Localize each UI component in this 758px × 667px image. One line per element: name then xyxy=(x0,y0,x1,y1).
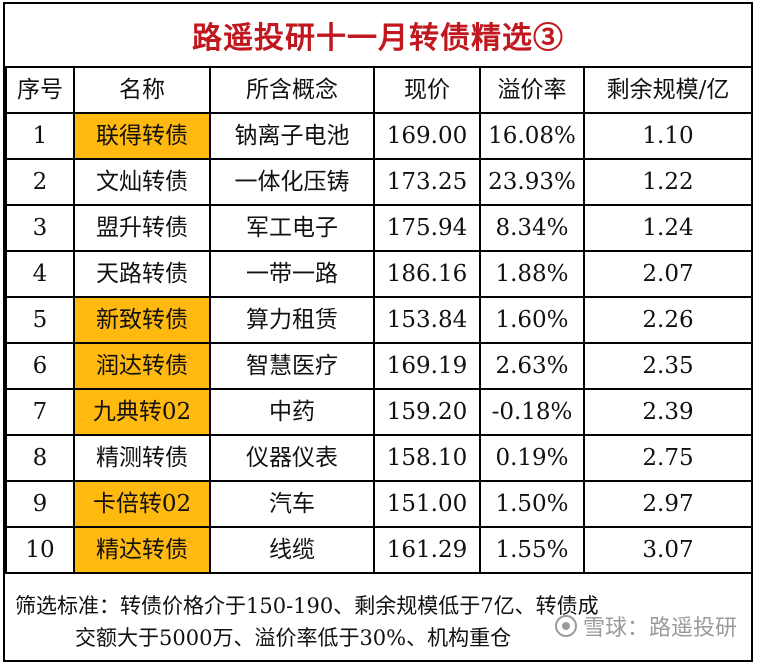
cell-premium: 0.19% xyxy=(479,434,585,482)
cell-premium: 8.34% xyxy=(479,204,585,252)
cell-scale: 1.10 xyxy=(583,112,753,160)
cell-concept: 一体化压铸 xyxy=(209,158,375,206)
header-concept: 所含概念 xyxy=(209,66,375,114)
cell-premium: 1.60% xyxy=(479,296,585,344)
cell-premium: 16.08% xyxy=(479,112,585,160)
cell-price: 159.20 xyxy=(373,388,481,436)
cell-index: 7 xyxy=(5,388,75,436)
cell-scale: 1.22 xyxy=(583,158,753,206)
cell-name: 文灿转债 xyxy=(73,158,211,206)
cell-name: 润达转债 xyxy=(73,342,211,390)
cell-concept: 汽车 xyxy=(209,480,375,528)
header-index: 序号 xyxy=(5,66,75,114)
cell-index: 2 xyxy=(5,158,75,206)
cell-scale: 2.39 xyxy=(583,388,753,436)
cell-concept: 中药 xyxy=(209,388,375,436)
cell-price: 151.00 xyxy=(373,480,481,528)
cell-price: 169.19 xyxy=(373,342,481,390)
criteria-footer: 筛选标准：转债价格介于150-190、剩余规模低于7亿、转债成 交额大于5000… xyxy=(5,564,751,662)
cell-concept: 钠离子电池 xyxy=(209,112,375,160)
cell-name: 联得转债 xyxy=(73,112,211,160)
cell-index: 4 xyxy=(5,250,75,298)
header-premium: 溢价率 xyxy=(479,66,585,114)
cell-concept: 线缆 xyxy=(209,526,375,574)
cell-price: 186.16 xyxy=(373,250,481,298)
cell-price: 173.25 xyxy=(373,158,481,206)
cell-index: 10 xyxy=(5,526,75,574)
cell-index: 5 xyxy=(5,296,75,344)
header-price: 现价 xyxy=(373,66,481,114)
cell-scale: 2.35 xyxy=(583,342,753,390)
cell-scale: 2.07 xyxy=(583,250,753,298)
table-row: 7 九典转02 中药 159.20 -0.18% 2.39 xyxy=(5,388,753,436)
criteria-line-1: 筛选标准：转债价格介于150-190、剩余规模低于7亿、转债成 xyxy=(15,594,599,618)
cell-name: 新致转债 xyxy=(73,296,211,344)
cell-concept: 军工电子 xyxy=(209,204,375,252)
cell-index: 1 xyxy=(5,112,75,160)
table-row: 2 文灿转债 一体化压铸 173.25 23.93% 1.22 xyxy=(5,158,753,206)
cell-price: 161.29 xyxy=(373,526,481,574)
header-scale: 剩余规模/亿 xyxy=(583,66,753,114)
cell-concept: 一带一路 xyxy=(209,250,375,298)
cell-premium: -0.18% xyxy=(479,388,585,436)
table-header-row: 序号 名称 所含概念 现价 溢价率 剩余规模/亿 xyxy=(5,66,753,114)
cell-name: 天路转债 xyxy=(73,250,211,298)
cell-scale: 3.07 xyxy=(583,526,753,574)
cell-scale: 1.24 xyxy=(583,204,753,252)
cell-premium: 1.55% xyxy=(479,526,585,574)
watermark-text: 雪球：路遥投研 xyxy=(582,616,737,641)
cell-premium: 2.63% xyxy=(479,342,585,390)
cell-price: 169.00 xyxy=(373,112,481,160)
cell-price: 175.94 xyxy=(373,204,481,252)
watermark: 雪球：路遥投研 xyxy=(554,610,737,642)
cell-premium: 1.88% xyxy=(479,250,585,298)
cell-name: 精测转债 xyxy=(73,434,211,482)
page-title: 路遥投研十一月转债精选③ xyxy=(192,21,564,56)
cell-scale: 2.75 xyxy=(583,434,753,482)
table-row: 5 新致转债 算力租赁 153.84 1.60% 2.26 xyxy=(5,296,753,344)
cell-name: 卡倍转02 xyxy=(73,480,211,528)
xueqiu-logo-icon xyxy=(554,615,577,637)
table-row: 9 卡倍转02 汽车 151.00 1.50% 2.97 xyxy=(5,480,753,528)
cell-concept: 算力租赁 xyxy=(209,296,375,344)
cell-name: 精达转债 xyxy=(73,526,211,574)
cell-scale: 2.97 xyxy=(583,480,753,528)
cell-index: 3 xyxy=(5,204,75,252)
table-row: 10 精达转债 线缆 161.29 1.55% 3.07 xyxy=(5,526,753,574)
table-row: 6 润达转债 智慧医疗 169.19 2.63% 2.35 xyxy=(5,342,753,390)
table-row: 3 盟升转债 军工电子 175.94 8.34% 1.24 xyxy=(5,204,753,252)
header-name: 名称 xyxy=(73,66,211,114)
cell-name: 盟升转债 xyxy=(73,204,211,252)
table-row: 8 精测转债 仪器仪表 158.10 0.19% 2.75 xyxy=(5,434,753,482)
cell-index: 6 xyxy=(5,342,75,390)
bond-table: 序号 名称 所含概念 现价 溢价率 剩余规模/亿 1 联得转债 钠离子电池 169.0… xyxy=(5,66,753,574)
cell-premium: 1.50% xyxy=(479,480,585,528)
cell-price: 153.84 xyxy=(373,296,481,344)
cell-scale: 2.26 xyxy=(583,296,753,344)
cell-concept: 仪器仪表 xyxy=(209,434,375,482)
table-row: 4 天路转债 一带一路 186.16 1.88% 2.07 xyxy=(5,250,753,298)
cell-index: 9 xyxy=(5,480,75,528)
cell-price: 158.10 xyxy=(373,434,481,482)
cell-name: 九典转02 xyxy=(73,388,211,436)
cell-index: 8 xyxy=(5,434,75,482)
table-row: 1 联得转债 钠离子电池 169.00 16.08% 1.10 xyxy=(5,112,753,160)
criteria-line-2: 交额大于5000万、溢价率低于30%、机构重仓 xyxy=(75,626,512,650)
cell-concept: 智慧医疗 xyxy=(209,342,375,390)
cell-premium: 23.93% xyxy=(479,158,585,206)
